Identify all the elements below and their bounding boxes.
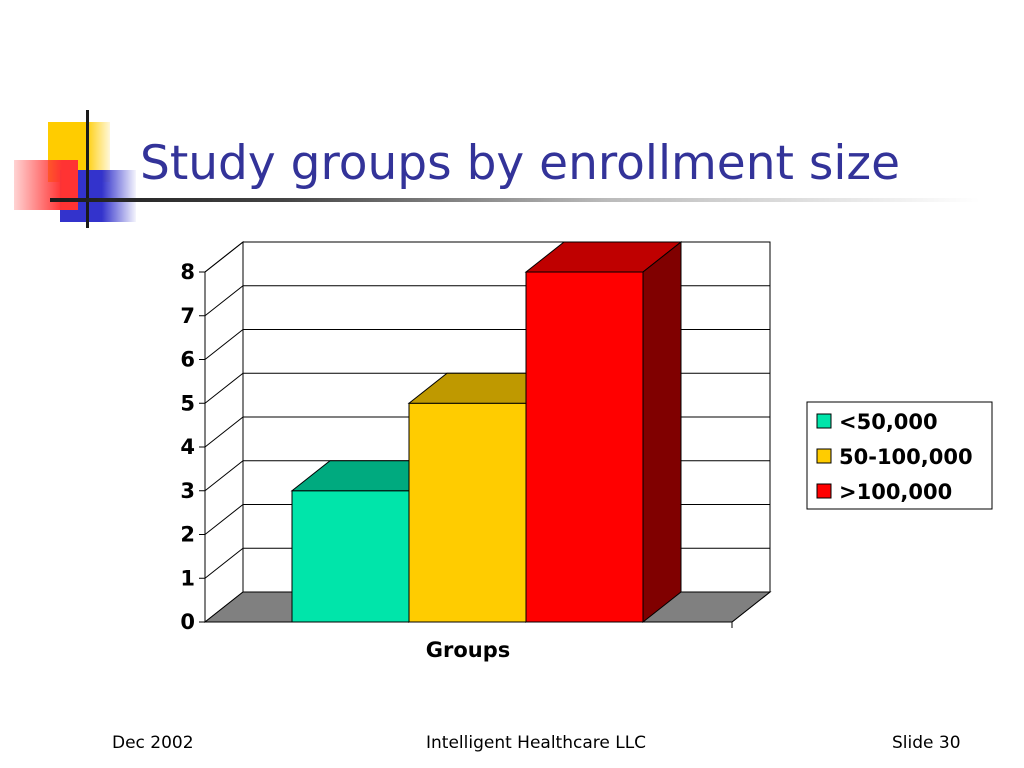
chart-bars [290,240,683,624]
legend-label: 50-100,000 [839,445,973,469]
x-axis-label: Groups [426,638,511,662]
legend-swatch [816,483,832,499]
legend-label: >100,000 [839,480,952,504]
y-tick-label: 7 [180,304,195,328]
legend-box [806,401,993,510]
logo-vertical-line [86,110,89,228]
chart-axes: 0 1 2 3 4 5 6 7 8 [180,260,733,634]
y-tick-label: 6 [180,348,195,372]
bar-front [408,402,527,623]
legend-swatch [816,448,832,464]
y-tick-label: 1 [180,566,195,590]
legend-swatch [816,413,832,429]
y-tick-label: 4 [180,435,195,459]
y-tick-label: 2 [180,523,195,547]
footer-slide-number: Slide 30 [892,733,961,753]
y-tick-label: 0 [180,610,195,634]
footer-date: Dec 2002 [112,733,194,753]
bar-front [291,490,410,623]
slide-title: Study groups by enrollment size [140,136,901,191]
footer-company: Intelligent Healthcare LLC [426,733,647,753]
bar-front [525,271,644,623]
y-tick-label: 8 [180,260,195,284]
y-tick-label: 5 [180,391,195,415]
legend-label: <50,000 [839,410,938,434]
bar-side [642,240,682,624]
title-underline [50,198,980,202]
chart-legend: <50,000 50-100,000 >100,000 [806,401,993,510]
y-tick-label: 3 [180,479,195,503]
